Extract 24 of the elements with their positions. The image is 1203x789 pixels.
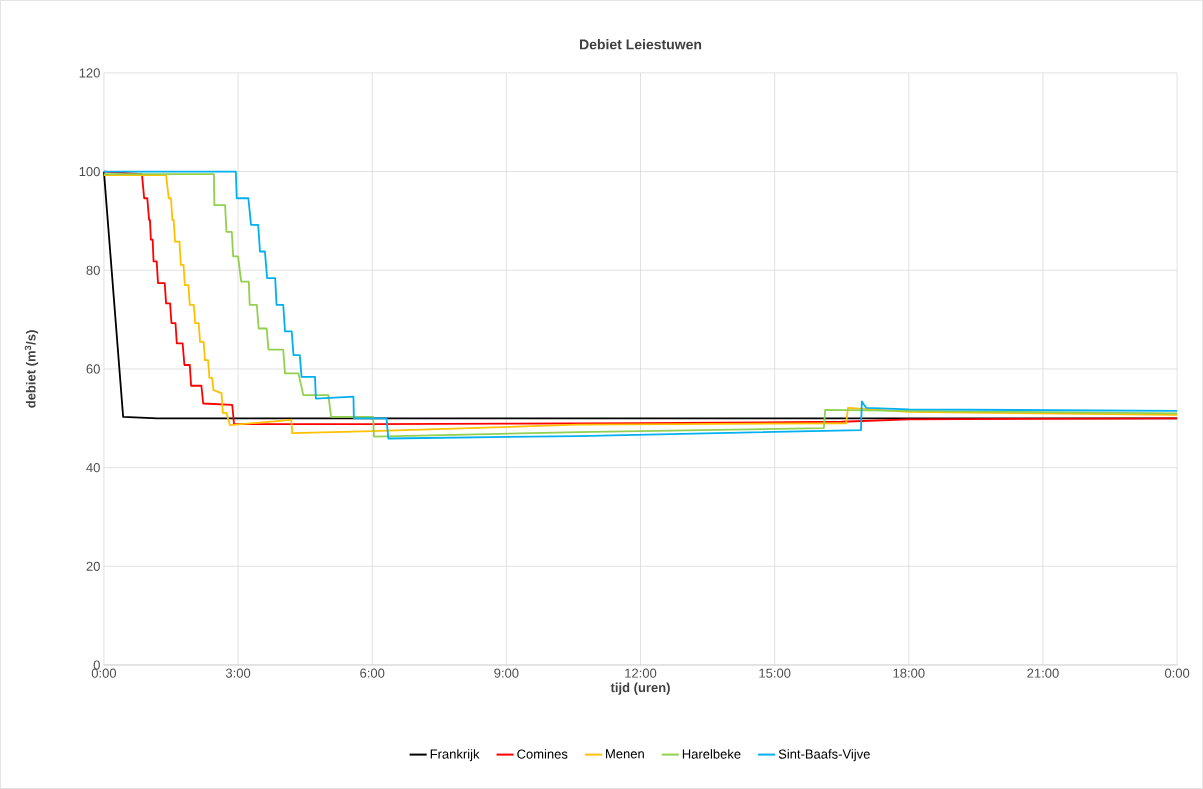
x-tick-label: 6:00 xyxy=(360,668,385,678)
x-tick-label: 9:00 xyxy=(494,668,519,678)
chart-title: Debiet Leiestuwen xyxy=(579,39,702,50)
x-tick-label: 3:00 xyxy=(225,668,251,678)
y-tick-label: 0 xyxy=(93,660,100,670)
y-tick-label: 80 xyxy=(86,265,100,275)
y-tick-label: 40 xyxy=(86,463,100,473)
x-tick-label: 12:00 xyxy=(625,668,657,678)
x-tick-label: 21:00 xyxy=(1027,668,1059,678)
x-tick-label: 0:00 xyxy=(1164,668,1190,678)
legend-label: Frankrijk xyxy=(430,749,480,762)
y-tick-label: 120 xyxy=(79,68,100,78)
x-tick-label: 18:00 xyxy=(893,668,925,678)
legend-label: Comines xyxy=(517,749,568,759)
legend-label: Menen xyxy=(606,749,644,759)
legend-label: Harelbeke xyxy=(682,749,741,759)
y-tick-label: 60 xyxy=(86,364,100,374)
x-axis-title: tijd (uren) xyxy=(610,682,670,695)
y-tick-label: 100 xyxy=(79,167,100,177)
x-tick-label: 0:00 xyxy=(91,668,117,678)
legend-label: Sint-Baafs-Vijve xyxy=(778,749,870,762)
y-axis-title: debiet (m$^{3}$/s) xyxy=(24,330,39,408)
y-tick-label: 20 xyxy=(86,561,100,571)
x-tick-label: 15:00 xyxy=(759,668,791,678)
